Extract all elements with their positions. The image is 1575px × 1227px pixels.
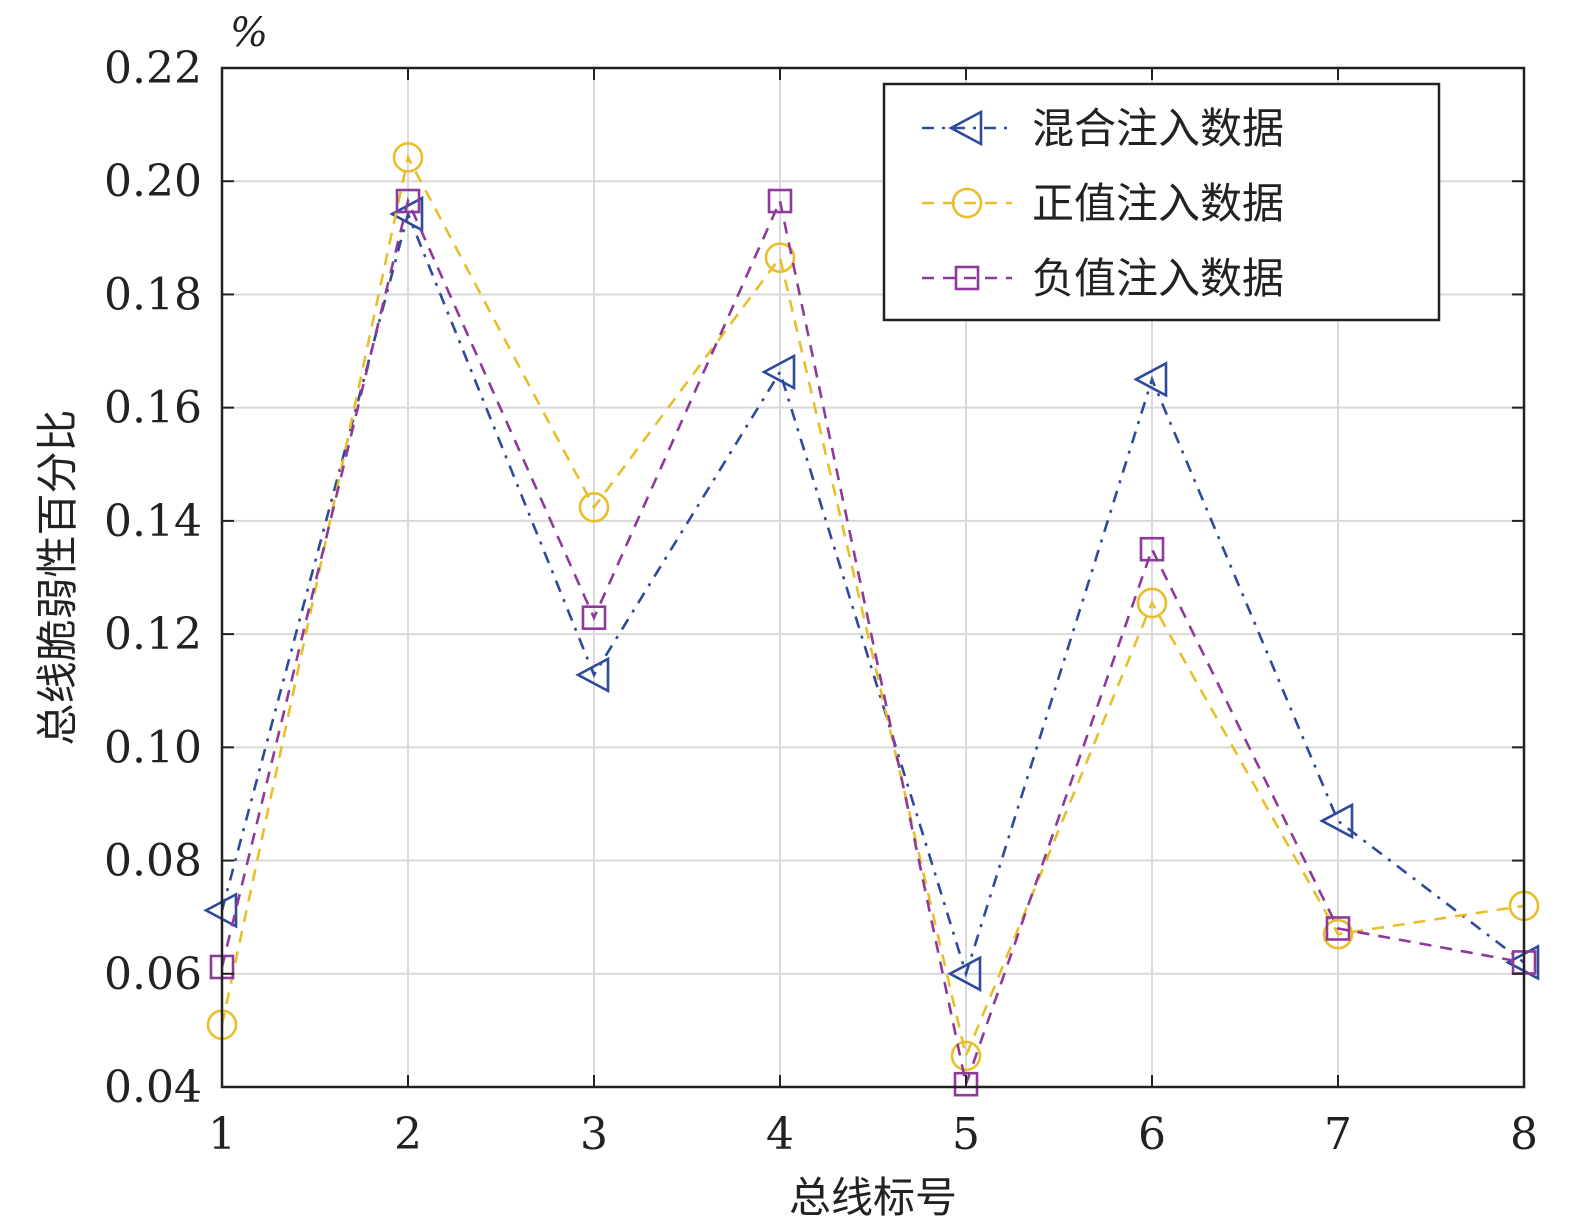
x-tick-label: 4 bbox=[766, 1109, 794, 1160]
x-axis-title: 总线标号 bbox=[789, 1173, 957, 1222]
series-3-point bbox=[1325, 916, 1351, 941]
y-axis-title: 总线脆弱性百分比 bbox=[33, 409, 82, 745]
series-1-point bbox=[575, 656, 610, 694]
series-1-line bbox=[220, 209, 1525, 979]
series-2-point bbox=[578, 492, 610, 523]
x-tick-label: 5 bbox=[952, 1109, 980, 1160]
series-3-point bbox=[953, 1071, 979, 1097]
series-2-point bbox=[1136, 587, 1168, 619]
series-1-point bbox=[1319, 802, 1354, 840]
legend-marker bbox=[954, 265, 980, 291]
legend-item-1: 混合注入数据 bbox=[922, 104, 1284, 153]
series-3-point bbox=[581, 605, 607, 630]
y-tick-label: 0.22 bbox=[104, 43, 202, 94]
x-tick-label: 8 bbox=[1510, 1109, 1538, 1160]
x-tick-label: 6 bbox=[1138, 1109, 1166, 1160]
y-tick-label: 0.18 bbox=[104, 269, 202, 320]
legend-box bbox=[882, 82, 1441, 322]
x-tick-label: 7 bbox=[1324, 1109, 1352, 1160]
y-tick-label: 0.10 bbox=[104, 722, 202, 773]
y-tick-label: 0.20 bbox=[104, 156, 202, 207]
series-3 bbox=[209, 188, 1537, 1097]
y-tick-label: 0.14 bbox=[104, 496, 202, 547]
y-tick-label: 0.06 bbox=[104, 949, 202, 1000]
legend-marker bbox=[948, 109, 983, 147]
legend-marker bbox=[951, 187, 983, 219]
series-3-point bbox=[767, 188, 793, 214]
y-tick-label: 0.16 bbox=[104, 383, 202, 434]
legend-label: 正值注入数据 bbox=[1032, 179, 1284, 228]
series-1-point bbox=[947, 955, 982, 992]
series-3-line bbox=[220, 196, 1525, 1090]
y-tick-label: 0.04 bbox=[104, 1062, 202, 1113]
legend-label: 负值注入数据 bbox=[1032, 254, 1284, 303]
series-2-point bbox=[392, 142, 424, 173]
series-3-point bbox=[1139, 536, 1165, 562]
legend-label: 混合注入数据 bbox=[1032, 104, 1284, 153]
legend-item-3: 负值注入数据 bbox=[922, 254, 1284, 303]
y-unit-label: % bbox=[230, 10, 268, 56]
series-2-point bbox=[764, 242, 796, 273]
axis-ticks: 1 2 3 4 5 6 7 8 0.04 0.06 0.08 0.10 0.12 0.14 0.16 0.18… bbox=[104, 43, 1538, 1160]
series-2-point bbox=[950, 1040, 982, 1072]
y-tick-label: 0.08 bbox=[104, 836, 202, 887]
x-tick-label: 3 bbox=[580, 1109, 608, 1160]
y-tick-label: 0.12 bbox=[104, 609, 202, 660]
series-3-point bbox=[395, 188, 421, 214]
series-2-point bbox=[1322, 918, 1354, 950]
series-2-line bbox=[220, 153, 1525, 1061]
legend-item-2: 正值注入数据 bbox=[922, 179, 1284, 228]
series-1-point bbox=[1133, 361, 1168, 398]
x-tick-label: 2 bbox=[394, 1109, 422, 1160]
plot-frame bbox=[220, 66, 1526, 1089]
series-1-point bbox=[761, 353, 796, 391]
x-tick-label: 1 bbox=[208, 1109, 236, 1160]
